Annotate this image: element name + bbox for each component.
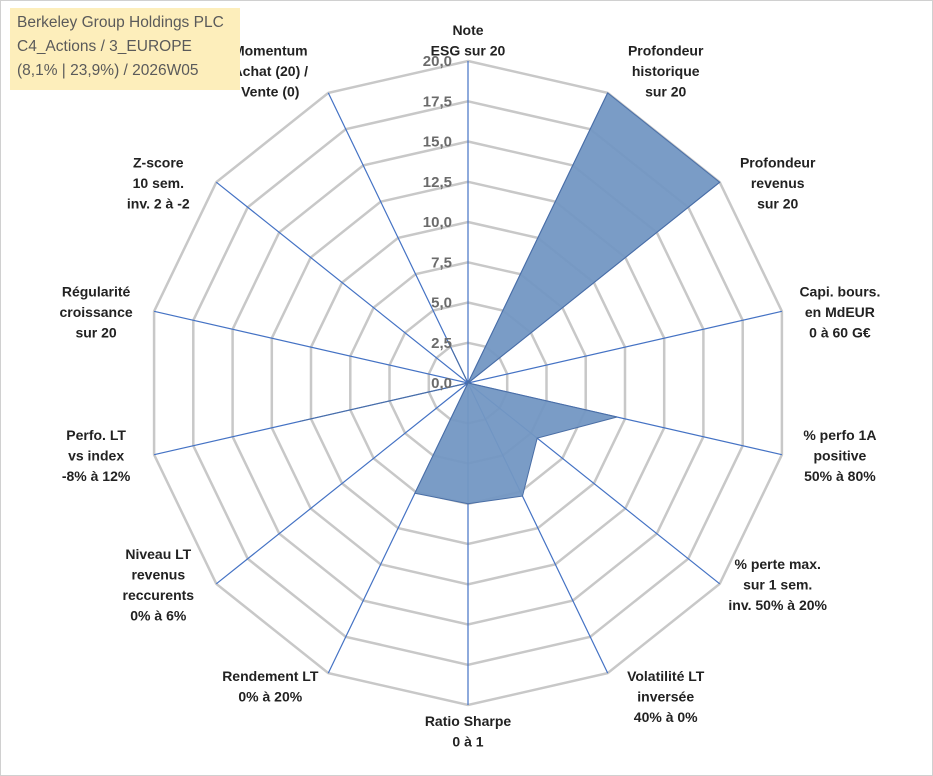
tick-label: 17,5 [423,93,452,110]
category-label: C4_Actions / 3_EUROPE [17,38,192,55]
radar-axis-labels: Note ESG sur 20 Profondeur historique sur 20… [60,22,881,750]
axis-label: en MdEUR [805,304,875,320]
axis-label: Volatilité LT [627,668,705,684]
axis-label: inv. 2 à -2 [127,196,190,212]
series-area [299,92,721,505]
axis-label: 10 sem. [133,175,184,191]
axis-label: revenus [751,175,805,191]
axis-label: vs index [68,447,124,463]
axis-label: inversée [637,689,694,705]
axis-label: Niveau LT [125,546,191,562]
axis-label: sur 20 [645,83,686,99]
tick-label: 12,5 [423,174,452,191]
axis-label: Profondeur [740,155,816,171]
axis-label: sur 1 sem. [743,577,812,593]
axis-label: sur 20 [75,325,116,341]
axis-label: 0 à 60 G€ [809,325,871,341]
axis-label: -8% à 12% [62,468,131,484]
axis-label: Z-score [133,155,184,171]
axis-label: Note [452,22,483,38]
axis-label: Régularité [62,284,131,300]
axis-label: 0% à 6% [130,607,187,623]
axis-label: Vente (0) [241,83,299,99]
axis-label: Rendement LT [222,668,319,684]
axis-spoke [327,92,469,384]
axis-label: 50% à 80% [804,468,876,484]
axis-label: 0% à 20% [238,689,302,705]
axis-label: % perte max. [735,556,821,572]
tick-label: 5,0 [431,295,452,312]
tick-label: 10,0 [423,214,452,231]
axis-spoke [467,310,783,384]
company-name: Berkeley Group Holdings PLC [17,14,224,31]
tick-label: 0,0 [431,375,452,392]
axis-label: historique [632,63,700,79]
axis-label: Achat (20) / [233,63,309,79]
radar-tick-labels: 0,0 2,5 5,0 7,5 10,0 12,5 15,0 17,5 20,0 [423,53,452,392]
axis-label: Profondeur [628,42,704,58]
axis-label: % perfo 1A [803,427,876,443]
tick-label: 20,0 [423,53,452,70]
axis-spoke [153,310,469,384]
axis-label: 0 à 1 [452,734,483,750]
period-label: (8,1% | 23,9%) / 2026W05 [17,62,199,79]
tick-label: 2,5 [431,335,452,352]
axis-label: sur 20 [757,196,798,212]
tick-label: 15,0 [423,134,452,151]
axis-label: revenus [131,566,185,582]
axis-label: reccurents [123,587,195,603]
axis-label: inv. 50% à 20% [728,597,827,613]
tick-label: 7,5 [431,254,452,271]
axis-label: ESG sur 20 [431,43,506,59]
axis-label: Momentum [233,42,308,58]
radar-series [299,92,721,505]
axis-spoke [215,382,469,585]
axis-label: positive [813,447,866,463]
title-box: Berkeley Group Holdings PLC C4_Actions /… [10,8,240,90]
axis-spoke [215,181,469,384]
axis-label: Ratio Sharpe [425,713,512,729]
axis-label: Perfo. LT [66,427,126,443]
axis-label: 40% à 0% [634,709,698,725]
axis-label: Capi. bours. [799,284,880,300]
axis-label: croissance [60,304,133,320]
